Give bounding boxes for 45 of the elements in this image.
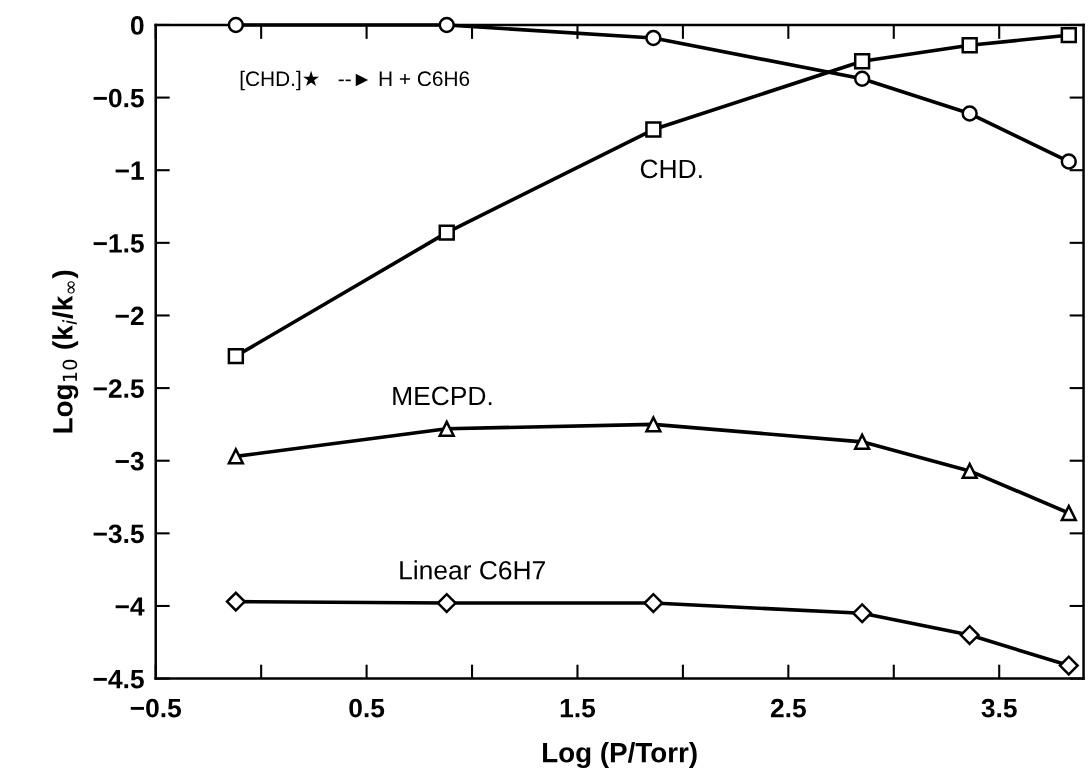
y-tick-label: −1 (115, 161, 144, 180)
point (853, 53, 871, 70)
point (436, 592, 457, 614)
series-label: MECPD. (393, 386, 492, 406)
y-tick-label: −3.5 (93, 524, 144, 544)
y-tick-label: −3 (115, 451, 144, 471)
point (227, 347, 245, 365)
x-tick-label: 2.5 (770, 698, 806, 718)
x-tick-label: 1.5 (560, 699, 596, 718)
point (853, 70, 871, 87)
series-label: CHD. (640, 159, 702, 179)
point (227, 448, 245, 465)
x-tick-label: 3.5 (981, 698, 1017, 718)
point (643, 592, 664, 614)
point (438, 16, 455, 34)
point (645, 29, 662, 47)
point (961, 462, 978, 480)
annotation: [CHD.]★ --► H + C6H6 (240, 70, 470, 91)
point (438, 224, 455, 241)
point (438, 420, 455, 437)
point (227, 16, 245, 34)
point (1060, 504, 1077, 522)
y-tick-label: 0 (130, 16, 144, 35)
point (1060, 153, 1077, 170)
point (961, 105, 978, 122)
y-tick-label: −4 (115, 597, 145, 616)
point (1060, 26, 1077, 44)
y-tick-label: −0.5 (93, 88, 144, 108)
point (225, 591, 246, 612)
point (645, 416, 662, 433)
y-tick-label: −1.5 (93, 234, 144, 253)
point (852, 603, 873, 624)
point (961, 37, 978, 54)
y-axis-title: Log$_{10}$ (k$_{i}$/k$_{∞}$) (52, 270, 79, 433)
series-label: Linear C6H7 (400, 560, 545, 580)
point (959, 624, 980, 646)
x-axis-title: Log (P/Torr) (543, 742, 697, 769)
x-tick-label: 0.5 (349, 698, 385, 718)
y-tick-label: −2 (115, 306, 144, 326)
x-tick-label: −0.5 (130, 698, 182, 718)
y-tick-label: −2.5 (93, 379, 144, 398)
point (645, 121, 662, 138)
point (1058, 655, 1079, 676)
point (853, 433, 871, 451)
y-tick-label: −4.5 (93, 670, 144, 689)
